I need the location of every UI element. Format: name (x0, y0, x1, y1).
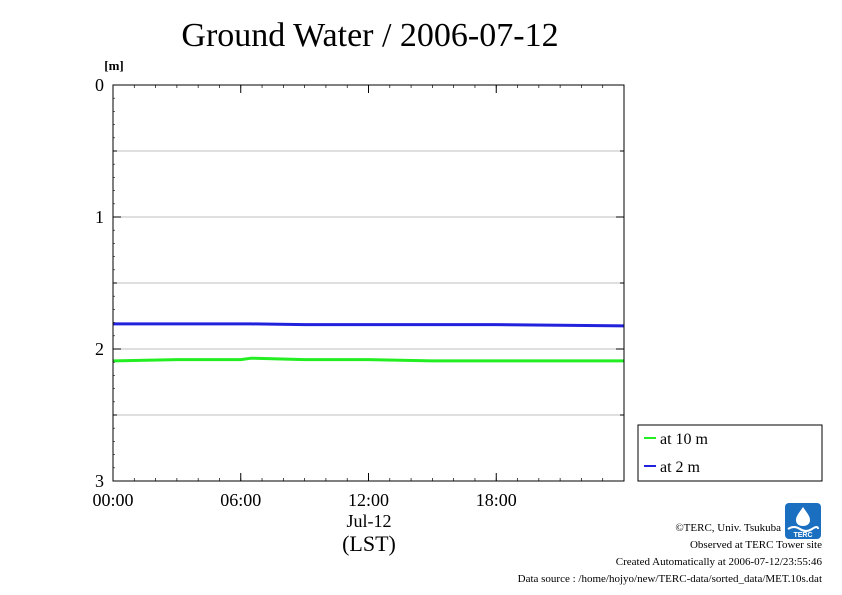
chart-title: Ground Water / 2006-07-12 (181, 17, 558, 54)
logo-text: TERC (793, 532, 812, 539)
x-axis: 00:00 06:00 12:00 18:00 (92, 85, 625, 510)
x-tick-label: 00:00 (92, 490, 133, 510)
x-axis-title: (LST) (342, 531, 396, 556)
created-text: Created Automatically at 2006-07-12/23:5… (615, 556, 822, 568)
y-axis-unit-label: [m] (104, 58, 124, 73)
data-source-text: Data source : /home/hojyo/new/TERC-data/… (517, 573, 822, 585)
legend-label: at 10 m (660, 431, 709, 448)
y-tick-label: 1 (95, 207, 104, 227)
x-tick-label: 12:00 (348, 490, 389, 510)
y-tick-label: 0 (95, 75, 104, 95)
series-line-1 (112, 356, 624, 363)
x-tick-label: 18:00 (476, 490, 517, 510)
series-line-2 (113, 322, 625, 328)
x-tick-label: 06:00 (220, 490, 261, 510)
grid (113, 84, 624, 482)
legend: at 10 m at 2 m (644, 431, 709, 476)
x-axis-date-label: Jul-12 (347, 511, 392, 531)
legend-box (637, 424, 823, 482)
y-tick-label: 2 (95, 339, 104, 359)
y-axis: 0 1 2 3 (95, 75, 624, 491)
copyright-text: ©TERC, Univ. Tsukuba (675, 522, 781, 534)
y-tick-label: 3 (95, 471, 104, 491)
legend-label: at 2 m (660, 459, 701, 476)
terc-logo: TERC (785, 503, 821, 539)
site-text: Observed at TERC Tower site (689, 539, 822, 551)
series-layer (112, 322, 625, 363)
